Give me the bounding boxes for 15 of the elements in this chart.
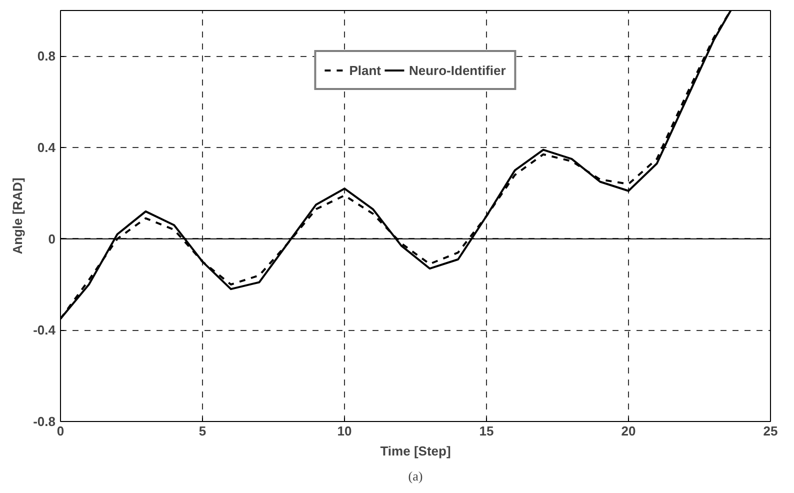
y-tick-label: 0.4	[37, 140, 56, 155]
x-axis-title: Time [Step]	[380, 444, 451, 458]
x-tick-label: 25	[763, 424, 778, 438]
y-tick-label: -0.8	[33, 414, 56, 429]
y-tick-label: 0.8	[37, 48, 56, 64]
y-tick-label: -0.4	[33, 322, 56, 338]
x-tick-label: 15	[479, 424, 494, 438]
legend-label: Neuro-Identifier	[409, 62, 506, 78]
y-tick-label: 0	[48, 231, 56, 246]
y-axis-title: Angle [RAD]	[10, 178, 26, 254]
x-tick-label: 5	[198, 424, 206, 438]
legend-label: Plant	[349, 62, 381, 78]
x-tick-label: 20	[621, 424, 636, 438]
x-tick-label: 10	[337, 424, 352, 438]
text: (a)	[408, 468, 423, 484]
